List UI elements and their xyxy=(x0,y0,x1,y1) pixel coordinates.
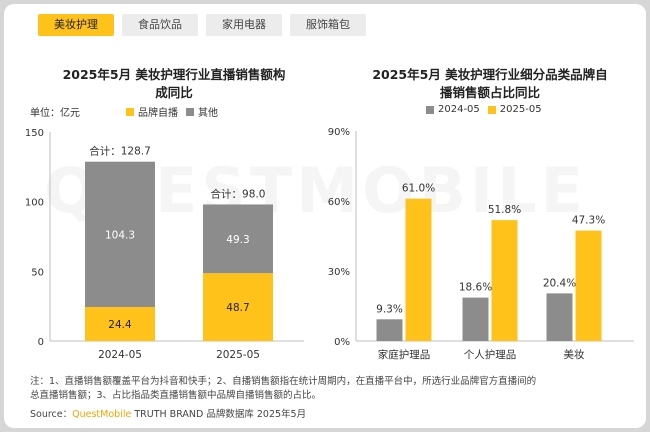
source-prefix: Source： xyxy=(30,409,73,420)
right-title-line2: 播销售额占比同比 xyxy=(439,85,540,100)
left-y-tick-label: 0 xyxy=(38,337,44,348)
right-y-tick-label: 60% xyxy=(328,197,350,208)
left-x-tick-label: 2025-05 xyxy=(216,349,260,361)
left-bar-other-1 xyxy=(85,161,155,308)
charts-canvas: 0 50 100 150 24.4 104.3 合计：128.7 2024-05 48.7 49.… xyxy=(25,127,634,361)
tab-apparel-bags[interactable]: 服饰箱包 xyxy=(290,14,366,36)
right-chart-title: 2025年5月 美妆护理行业细分品类品牌自 播销售额占比同比 xyxy=(340,66,640,102)
left-x-tick-label: 2024-05 xyxy=(98,349,142,361)
right-bar-value-label: 9.3% xyxy=(376,303,403,315)
right-bar-value-label: 51.8% xyxy=(488,204,521,216)
left-total-label: 合计：98.0 xyxy=(211,187,266,200)
right-y-tick-label: 30% xyxy=(328,267,350,278)
legend-swatch-other xyxy=(186,107,194,116)
left-chart-title: 2025年5月 美妆护理行业直播销售额构 成同比 xyxy=(24,66,324,102)
right-title-line1: 2025年5月 美妆护理行业细分品类品牌自 xyxy=(372,67,608,82)
left-legend: 品牌自播 其他 xyxy=(126,104,218,119)
right-bar-2025-3 xyxy=(575,230,602,341)
left-bar-value-label: 104.3 xyxy=(105,229,135,241)
left-y-tick-label: 100 xyxy=(25,198,44,209)
legend-self-label: 品牌自播 xyxy=(138,108,178,119)
tab-food-drink[interactable]: 食品饮品 xyxy=(122,14,198,36)
legend-prev-label: 2024-05 xyxy=(438,104,480,115)
right-y-tick-label: 0% xyxy=(334,337,350,348)
legend-swatch-prev xyxy=(426,105,434,114)
left-bar-other-2 xyxy=(203,204,273,274)
left-unit-label: 单位：亿元 xyxy=(30,108,80,119)
footnote: 注：1、直播销售额覆盖平台为抖音和快手；2、自播销售额指在统计周期内，在直播平台… xyxy=(30,375,630,403)
left-y-tick-label: 50 xyxy=(31,267,44,278)
tab-home-appliances[interactable]: 家用电器 xyxy=(206,14,282,36)
left-bar-value-label: 49.3 xyxy=(226,234,249,246)
right-bar-2025-1 xyxy=(405,198,432,341)
legend-swatch-self xyxy=(126,107,134,116)
legend-curr-label: 2025-05 xyxy=(499,104,542,115)
right-x-tick-label: 家庭护理品 xyxy=(378,348,431,361)
right-bar-value-label: 18.6% xyxy=(459,282,492,294)
left-y-tick-label: 150 xyxy=(25,128,44,139)
right-bar-2024-2 xyxy=(462,297,489,341)
right-y-tick-label: 90% xyxy=(328,127,350,138)
footnote-line1: 注：1、直播销售额覆盖平台为抖音和快手；2、自播销售额指在统计周期内，在直播平台… xyxy=(30,376,537,387)
footnote-line2: 总直播销售额；3、占比指品类直播销售额中品牌自播销售额的占比。 xyxy=(30,390,322,401)
right-bar-2024-1 xyxy=(376,319,403,341)
right-legend: 2024-05 2025-05 xyxy=(426,104,542,115)
left-bar-value-label: 24.4 xyxy=(108,319,132,331)
source-line: Source：QuestMobile TRUTH BRAND 品牌数据库 202… xyxy=(30,406,306,420)
source-rest: TRUTH BRAND 品牌数据库 2025年5月 xyxy=(131,409,307,420)
right-bar-value-label: 61.0% xyxy=(402,183,435,195)
left-title-line1: 2025年5月 美妆护理行业直播销售额构 xyxy=(62,67,286,82)
right-bar-2025-2 xyxy=(491,220,518,341)
legend-swatch-curr xyxy=(487,105,496,114)
tab-beauty-care[interactable]: 美妆护理 xyxy=(38,14,114,36)
right-x-tick-label: 美妆 xyxy=(564,348,585,361)
left-total-label: 合计：128.7 xyxy=(89,145,151,158)
right-bar-value-label: 20.4% xyxy=(543,277,576,289)
report-card: QUESTMOBILE 美妆护理 食品饮品 家用电器 服饰箱包 2025年5月 … xyxy=(4,4,646,428)
left-bar-self-2 xyxy=(203,273,273,341)
category-tabs: 美妆护理 食品饮品 家用电器 服饰箱包 xyxy=(38,14,366,36)
source-brand: QuestMobile xyxy=(72,409,132,420)
right-bar-2024-3 xyxy=(546,293,573,341)
left-bar-self-1 xyxy=(85,307,155,341)
right-bar-value-label: 47.3% xyxy=(572,215,605,227)
left-title-line2: 成同比 xyxy=(155,85,193,100)
right-x-tick-label: 个人护理品 xyxy=(464,348,517,361)
left-bar-value-label: 48.7 xyxy=(226,302,249,314)
legend-other-label: 其他 xyxy=(198,108,218,119)
